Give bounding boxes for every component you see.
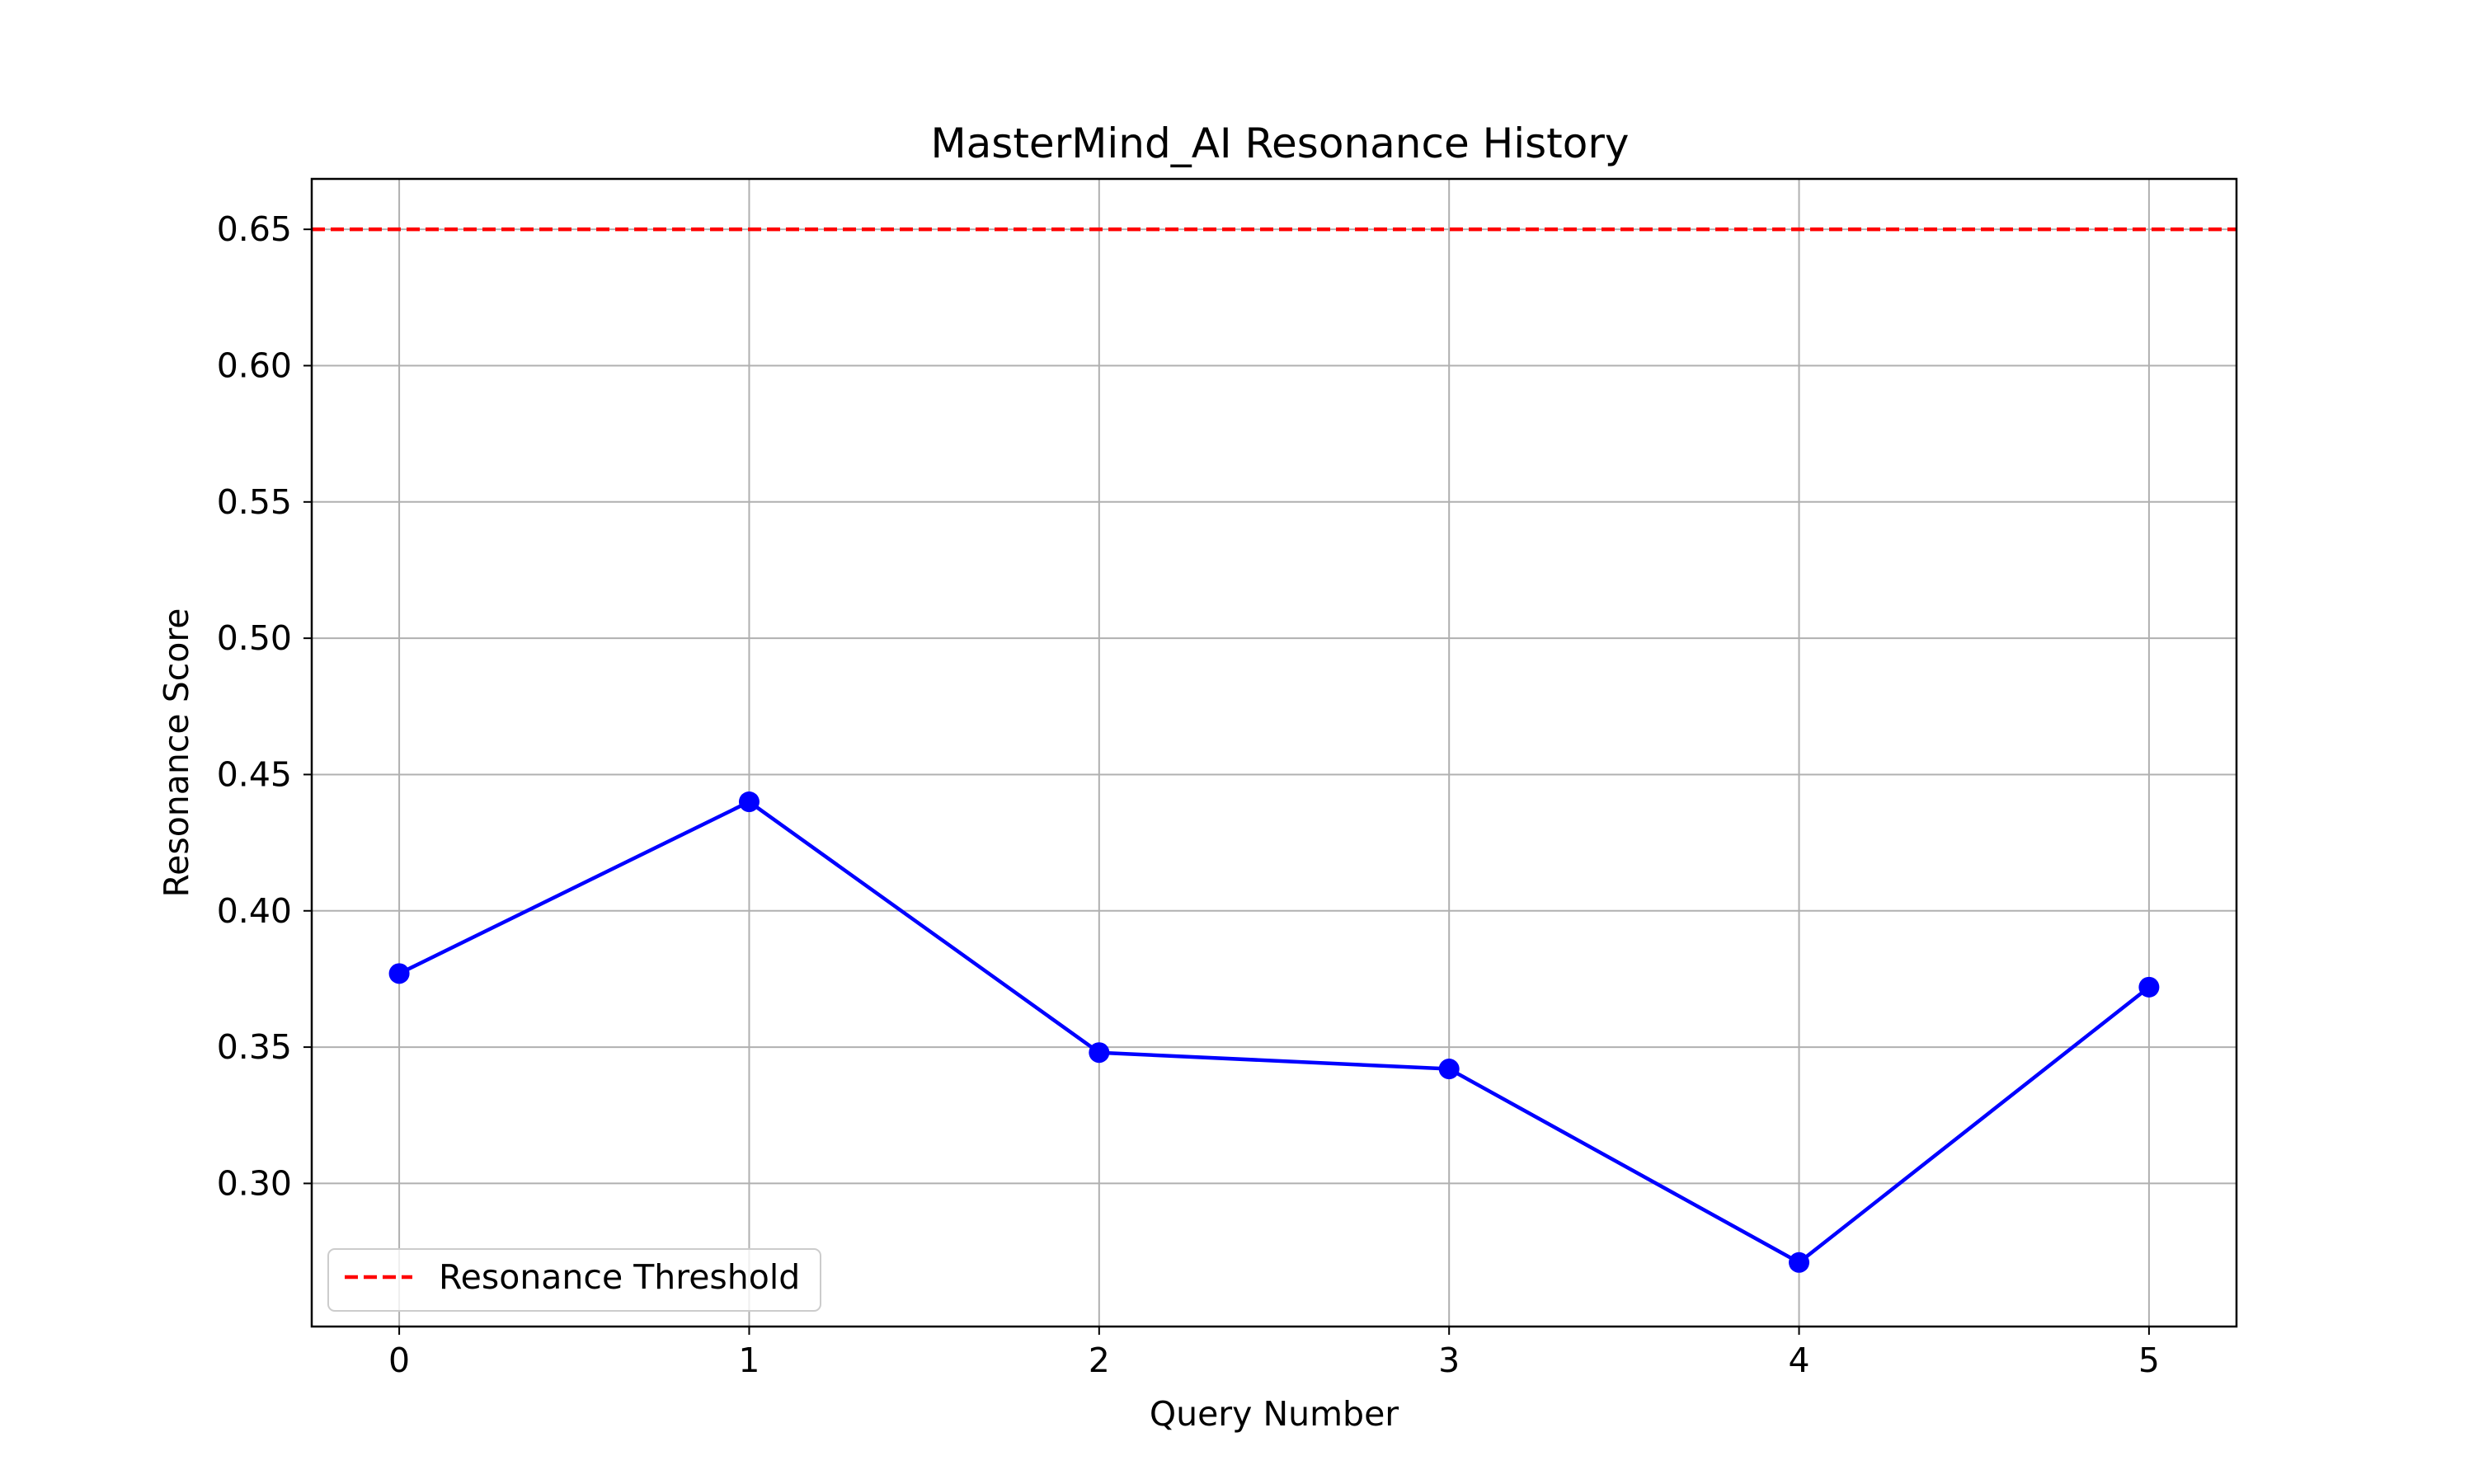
y-tick-label: 0.65 — [217, 209, 292, 249]
legend-label-resonance-threshold: Resonance Threshold — [439, 1257, 800, 1297]
y-tick-label: 0.35 — [217, 1027, 292, 1067]
data-point — [1089, 1042, 1110, 1064]
x-tick-label: 5 — [2138, 1341, 2160, 1380]
y-axis: 0.30 0.35 0.40 0.45 0.50 0.55 0.60 0.65 — [217, 209, 312, 1203]
data-point — [1789, 1252, 1810, 1273]
x-axis: 0 1 2 3 4 5 — [388, 1327, 2160, 1380]
y-tick-label: 0.60 — [217, 345, 292, 385]
x-axis-label: Query Number — [1150, 1394, 1399, 1434]
y-axis-label: Resonance Score — [157, 608, 196, 897]
legend: Resonance Threshold — [327, 1248, 821, 1312]
y-tick-label: 0.45 — [217, 754, 292, 794]
series-line — [398, 800, 2151, 1265]
chart-title: MasterMind_AI Resonance History — [931, 120, 1630, 167]
y-tick-label: 0.55 — [217, 482, 292, 522]
y-tick-label: 0.30 — [217, 1163, 292, 1203]
x-tick-label: 4 — [1788, 1341, 1809, 1380]
plot-area-frame — [310, 177, 2238, 1328]
y-tick-label: 0.50 — [217, 618, 292, 658]
data-point — [2138, 976, 2160, 998]
series-layer — [388, 791, 2160, 1273]
legend-box — [327, 1248, 821, 1312]
x-tick-label: 2 — [1089, 1341, 1110, 1380]
x-tick-label: 1 — [738, 1341, 760, 1380]
x-tick-label: 0 — [388, 1341, 410, 1380]
data-point — [1438, 1059, 1460, 1080]
data-point — [738, 791, 760, 813]
data-point — [388, 963, 410, 984]
x-tick-label: 3 — [1438, 1341, 1460, 1380]
grid — [312, 179, 2236, 1327]
y-tick-label: 0.40 — [217, 891, 292, 931]
